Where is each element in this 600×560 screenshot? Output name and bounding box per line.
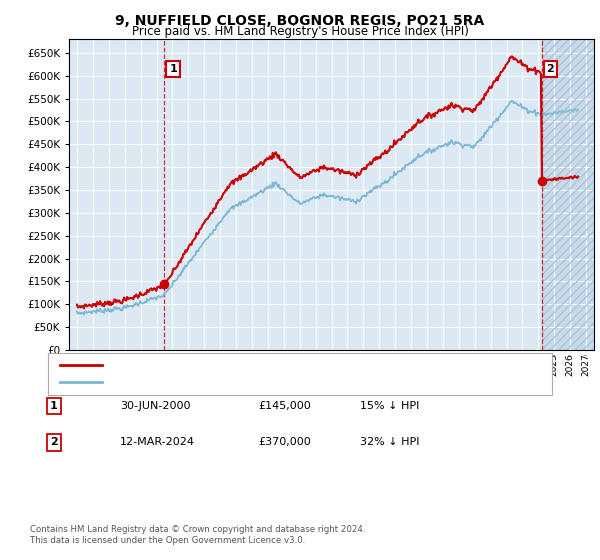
Text: 2005: 2005	[232, 353, 241, 376]
Text: 32% ↓ HPI: 32% ↓ HPI	[360, 437, 419, 447]
Text: 1999: 1999	[136, 353, 145, 376]
Text: 2016: 2016	[407, 353, 416, 376]
Text: 1998: 1998	[120, 353, 129, 376]
Bar	[542, 39, 594, 350]
Text: 2: 2	[547, 64, 554, 74]
Text: 2004: 2004	[215, 353, 224, 376]
Text: 9, NUFFIELD CLOSE, BOGNOR REGIS, PO21 5RA (detached house): 9, NUFFIELD CLOSE, BOGNOR REGIS, PO21 5R…	[108, 361, 449, 370]
Text: 2019: 2019	[454, 353, 463, 376]
Text: 2002: 2002	[184, 353, 193, 376]
Text: 1: 1	[50, 401, 58, 411]
Text: 2017: 2017	[422, 353, 431, 376]
Text: 2001: 2001	[168, 353, 177, 376]
Text: 2: 2	[50, 437, 58, 447]
Text: £370,000: £370,000	[258, 437, 311, 447]
Text: 12-MAR-2024: 12-MAR-2024	[120, 437, 195, 447]
Text: 2013: 2013	[359, 353, 368, 376]
Text: 2026: 2026	[566, 353, 575, 376]
Text: 1997: 1997	[104, 353, 113, 376]
Text: 2009: 2009	[295, 353, 304, 376]
Text: Price paid vs. HM Land Registry's House Price Index (HPI): Price paid vs. HM Land Registry's House …	[131, 25, 469, 38]
Text: HPI: Average price, detached house, Arun: HPI: Average price, detached house, Arun	[108, 377, 326, 387]
Text: 15% ↓ HPI: 15% ↓ HPI	[360, 401, 419, 411]
Text: Contains HM Land Registry data © Crown copyright and database right 2024.: Contains HM Land Registry data © Crown c…	[30, 525, 365, 534]
Bar	[542, 39, 594, 350]
Text: 2014: 2014	[375, 353, 384, 376]
Text: 2022: 2022	[502, 353, 511, 375]
Text: 1996: 1996	[88, 353, 97, 376]
Text: 2018: 2018	[439, 353, 448, 376]
Text: 2020: 2020	[470, 353, 479, 376]
Text: 2011: 2011	[327, 353, 336, 376]
Text: 2023: 2023	[518, 353, 527, 376]
Text: 9, NUFFIELD CLOSE, BOGNOR REGIS, PO21 5RA: 9, NUFFIELD CLOSE, BOGNOR REGIS, PO21 5R…	[115, 14, 485, 28]
Text: 2006: 2006	[247, 353, 256, 376]
Text: 2025: 2025	[550, 353, 559, 376]
Text: 1: 1	[169, 64, 177, 74]
Text: 2015: 2015	[391, 353, 400, 376]
Text: 2007: 2007	[263, 353, 272, 376]
Text: 2000: 2000	[152, 353, 161, 376]
Text: 30-JUN-2000: 30-JUN-2000	[120, 401, 191, 411]
Text: 2003: 2003	[200, 353, 209, 376]
Text: 1995: 1995	[73, 353, 82, 376]
Text: 2008: 2008	[279, 353, 288, 376]
Text: This data is licensed under the Open Government Licence v3.0.: This data is licensed under the Open Gov…	[30, 536, 305, 545]
Text: 2010: 2010	[311, 353, 320, 376]
Text: 2027: 2027	[581, 353, 590, 376]
Text: 2012: 2012	[343, 353, 352, 376]
Text: 2021: 2021	[486, 353, 495, 376]
Text: £145,000: £145,000	[258, 401, 311, 411]
Text: 2024: 2024	[534, 353, 543, 375]
